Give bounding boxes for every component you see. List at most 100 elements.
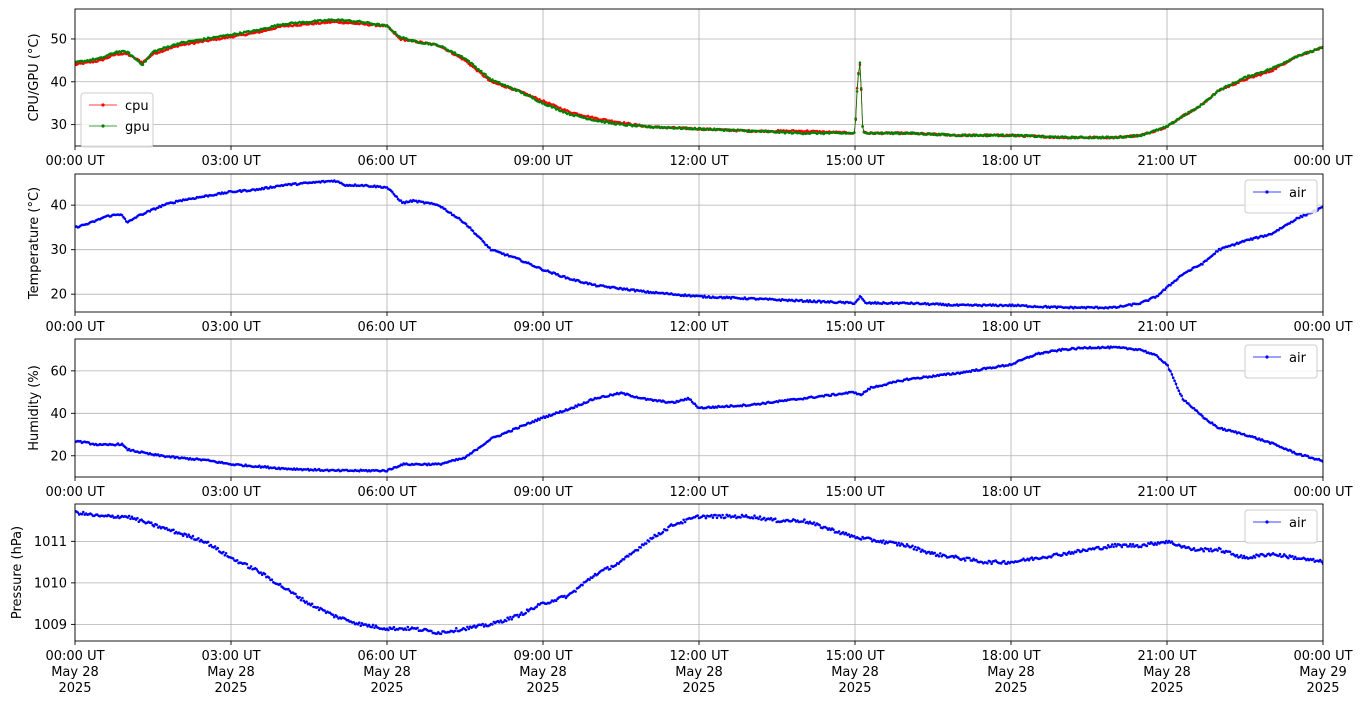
data-point [1112,545,1115,549]
data-point [453,51,457,54]
data-point [647,540,651,543]
data-point [656,534,659,538]
data-point [391,191,394,194]
data-point [744,514,748,517]
data-point [1216,250,1219,253]
data-point [1312,557,1315,561]
data-point [1217,89,1221,93]
data-point [645,542,648,545]
data-point [1213,93,1217,96]
data-point [267,576,271,579]
data-point [986,562,989,565]
data-point [464,222,468,226]
x-tick-label: 00:00 UT [45,485,104,500]
data-point [704,516,708,520]
x-tick-label: 06:00 UT [357,320,416,335]
data-point [862,299,866,303]
data-point [518,613,522,616]
y-tick-label: 40 [50,75,67,90]
data-point [1201,547,1204,551]
data-point [1174,382,1178,386]
data-point [473,624,476,627]
data-point [855,90,859,93]
data-point [774,517,777,520]
data-point [439,632,443,636]
x-tick-label: 21:00 UT May 28 2025 [1137,649,1196,696]
data-point [187,533,190,536]
data-point [1176,277,1179,281]
data-point [237,33,240,36]
x-tick-label: 03:00 UT [201,485,260,500]
x-tick-label: 15:00 UT [825,320,884,335]
data-point [406,625,410,629]
data-point [868,387,871,391]
data-point [1213,252,1217,255]
data-point [812,521,816,524]
data-point [488,77,491,80]
data-point [1129,542,1132,546]
data-point [197,537,200,540]
data-point [1127,545,1131,548]
data-point [370,625,374,629]
data-point [1140,545,1143,549]
data-point [521,91,525,94]
data-point [317,608,321,612]
data-point [1097,545,1100,549]
data-point [1030,556,1034,559]
data-point [915,548,918,552]
data-point [758,515,762,518]
data-point [592,574,595,578]
data-point [1192,407,1196,410]
data-point [1180,394,1183,398]
data-point [919,550,923,553]
data-point [213,545,217,548]
data-point [125,446,128,450]
series-markers-air [75,345,1323,473]
data-point [130,515,134,519]
series-group [75,345,1323,473]
data-point [1155,543,1158,546]
data-point [896,543,899,547]
data-point [1194,108,1197,111]
data-point [1278,552,1282,556]
data-point [614,564,618,567]
y-tick-label: 1009 [34,618,67,633]
y-tick-label: 30 [50,118,67,133]
data-point [683,520,687,524]
data-point [331,613,335,617]
data-point [914,545,917,549]
data-point [1183,114,1186,117]
x-tick-label: 21:00 UT [1137,320,1196,335]
data-point [80,512,84,516]
data-point [1163,541,1167,545]
data-point [223,554,227,557]
data-point [152,525,156,528]
data-point [305,600,308,603]
y-tick-label: 60 [50,364,67,379]
x-tick-label: 09:00 UT May 28 2025 [513,649,572,696]
x-tick-label: 00:00 UT [45,154,104,169]
data-point [549,601,552,604]
legend-box [1244,509,1318,544]
data-point [567,111,570,115]
data-point [636,548,640,552]
data-point [1219,547,1222,551]
data-point [572,406,576,410]
data-point [1190,268,1193,272]
data-point [123,217,127,221]
data-point [1320,560,1323,563]
data-point [120,442,124,446]
x-tick-label: 12:00 UT [669,154,728,169]
data-point [1221,87,1225,91]
data-point [1027,559,1031,562]
data-point [937,555,941,558]
data-point [173,201,177,204]
legend-label-gpu: gpu [125,120,150,135]
data-point [172,528,175,532]
data-point [235,559,239,562]
data-point [147,56,150,59]
data-point [116,514,120,518]
x-tick-label: 09:00 UT [513,154,572,169]
data-point [475,448,479,452]
